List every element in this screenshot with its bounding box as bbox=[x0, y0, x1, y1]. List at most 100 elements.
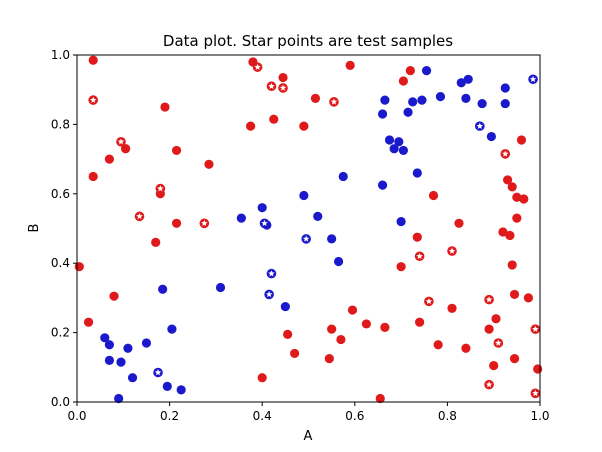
star-marker-glyph bbox=[485, 296, 493, 303]
blue-point bbox=[417, 95, 427, 105]
red-test-star bbox=[484, 379, 494, 390]
star-marker-glyph bbox=[532, 325, 539, 332]
blue-test-star bbox=[475, 121, 485, 131]
red-test-star bbox=[266, 81, 277, 92]
red-point bbox=[428, 190, 439, 201]
red-point bbox=[347, 305, 358, 315]
red-point bbox=[160, 102, 170, 112]
blue-point bbox=[100, 333, 110, 343]
blue-point bbox=[461, 93, 471, 103]
blue-point bbox=[338, 171, 348, 182]
y-tick-label: 1.0 bbox=[51, 48, 70, 62]
red-point bbox=[484, 324, 494, 334]
blue-point bbox=[327, 234, 337, 244]
red-point bbox=[299, 121, 309, 131]
y-tick-label: 0.4 bbox=[51, 256, 70, 270]
blue-point bbox=[456, 78, 466, 88]
red-point bbox=[375, 393, 385, 404]
red-point bbox=[489, 360, 499, 371]
red-point bbox=[283, 329, 293, 339]
star-marker-glyph bbox=[279, 84, 287, 91]
blue-point bbox=[389, 144, 399, 154]
blue-point bbox=[377, 109, 388, 119]
red-test-star bbox=[500, 149, 511, 159]
red-point bbox=[396, 262, 406, 272]
star-marker-glyph bbox=[201, 219, 208, 227]
blue-point bbox=[333, 256, 344, 267]
red-point bbox=[507, 260, 517, 270]
blue-point bbox=[313, 211, 323, 221]
red-test-star bbox=[484, 294, 494, 305]
blue-test-star bbox=[264, 289, 274, 300]
blue-point bbox=[500, 83, 510, 93]
points-layer bbox=[74, 55, 543, 404]
red-point bbox=[519, 194, 529, 204]
red-point bbox=[447, 303, 457, 313]
red-test-star bbox=[278, 83, 288, 93]
blue-point bbox=[377, 180, 388, 190]
star-marker-glyph bbox=[261, 219, 268, 227]
red-point bbox=[412, 232, 422, 242]
blue-point bbox=[403, 107, 413, 117]
red-point bbox=[246, 121, 256, 131]
red-test-star bbox=[88, 95, 99, 105]
x-tick-label: 0.0 bbox=[67, 409, 86, 423]
blue-point bbox=[114, 393, 124, 404]
star-marker-glyph bbox=[268, 270, 275, 277]
red-point bbox=[278, 72, 288, 83]
star-marker-glyph bbox=[117, 138, 125, 145]
star-marker-glyph bbox=[89, 96, 97, 103]
red-test-star bbox=[329, 97, 339, 107]
red-test-star bbox=[116, 136, 126, 147]
red-point bbox=[151, 237, 161, 247]
blue-point bbox=[280, 301, 290, 312]
blue-point bbox=[299, 190, 309, 201]
red-point bbox=[502, 175, 513, 185]
x-axis-ticks: 0.0 0.2 0.4 0.6 0.8 1.0 bbox=[67, 402, 550, 423]
blue-point bbox=[215, 282, 226, 293]
blue-point bbox=[435, 92, 446, 102]
red-test-star bbox=[414, 251, 425, 262]
x-tick-label: 0.6 bbox=[345, 409, 364, 423]
blue-point bbox=[408, 97, 418, 107]
red-point bbox=[104, 154, 115, 164]
red-point bbox=[433, 340, 443, 350]
red-test-star bbox=[530, 324, 541, 334]
red-point bbox=[257, 373, 267, 383]
red-point bbox=[516, 135, 527, 145]
star-marker-glyph bbox=[425, 297, 433, 305]
red-test-star bbox=[424, 296, 434, 307]
red-point bbox=[415, 317, 425, 327]
x-tick-label: 0.2 bbox=[160, 409, 179, 423]
red-test-star bbox=[252, 62, 263, 72]
red-point bbox=[505, 230, 515, 241]
blue-test-star bbox=[301, 234, 311, 244]
blue-point bbox=[104, 355, 115, 365]
red-point bbox=[204, 159, 214, 169]
blue-point bbox=[123, 343, 133, 353]
blue-point bbox=[380, 95, 390, 105]
star-marker-glyph bbox=[254, 63, 261, 70]
blue-point bbox=[158, 284, 168, 294]
red-point bbox=[491, 314, 501, 324]
red-test-star bbox=[530, 388, 541, 399]
red-point bbox=[509, 354, 520, 364]
blue-point bbox=[384, 135, 395, 145]
y-axis-ticks: 0.0 0.2 0.4 0.6 0.8 1.0 bbox=[51, 48, 77, 409]
y-tick-label: 0.8 bbox=[51, 117, 70, 131]
red-test-star bbox=[134, 211, 145, 222]
blue-point bbox=[116, 357, 126, 367]
red-point bbox=[121, 144, 131, 154]
blue-point bbox=[176, 385, 186, 395]
red-point bbox=[88, 171, 98, 182]
y-tick-label: 0.2 bbox=[51, 326, 70, 340]
blue-point bbox=[141, 338, 152, 348]
red-test-star bbox=[447, 246, 457, 256]
red-point bbox=[454, 218, 464, 228]
red-test-star bbox=[155, 183, 166, 194]
red-point bbox=[310, 93, 321, 103]
y-tick-label: 0.6 bbox=[51, 187, 70, 201]
blue-test-star bbox=[153, 367, 163, 378]
